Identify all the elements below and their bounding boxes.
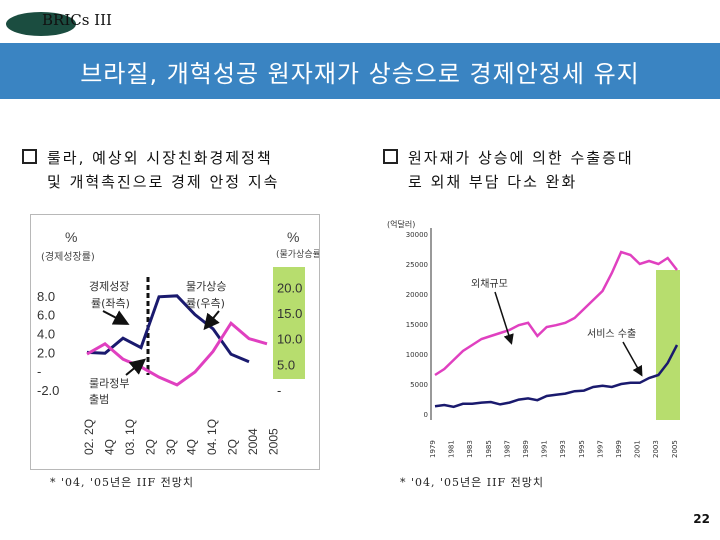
right-axis-label: (물가상승률)	[276, 249, 319, 260]
lula-arrow	[125, 358, 147, 376]
logo: BRICs III	[6, 6, 136, 40]
x-tick-label: 2005	[267, 428, 281, 455]
growth-arrow	[102, 310, 130, 325]
y-tick-label: 5000	[410, 381, 428, 389]
x-tick-label: 1985	[485, 440, 493, 458]
bullet-right-line1: 원자재가 상승에 의한 수출증대	[408, 149, 634, 167]
left-axis-label: (경제성장률)	[41, 250, 95, 263]
x-tick-label: 4Q	[103, 439, 117, 455]
price-series-line	[86, 320, 268, 387]
external-debt-chart: (억달러) 30000 25000 20000 15000 10000 5000 0 외채규…	[385, 214, 685, 460]
forecast-highlight	[273, 267, 305, 379]
bullet-right: 원자재가 상승에 의한 수출증대 로 외채 부담 다소 완화	[383, 146, 703, 194]
lula-label-2: 출범	[89, 393, 109, 406]
service-series-line	[434, 344, 679, 409]
growth-label-1: 경제성장	[89, 280, 129, 293]
x-tick-label: 3Q	[164, 439, 178, 455]
service-arrow	[622, 341, 643, 377]
x-tick-label: 1999	[615, 440, 623, 458]
right-tick-label: 5.0	[277, 357, 295, 372]
x-tick-label: 1987	[503, 440, 511, 458]
external-debt-svg: (억달러) 30000 25000 20000 15000 10000 5000 0 외채규…	[387, 219, 680, 458]
slide-title: 브라질, 개혁성공 원자재가 상승으로 경제안정세 유지	[80, 59, 640, 88]
right-tick-label: 15.0	[277, 306, 302, 321]
left-unit: %	[65, 229, 77, 245]
x-tick-label: 1983	[466, 440, 474, 458]
x-tick-label: 1993	[559, 440, 567, 458]
x-tick-label: 1989	[522, 440, 530, 458]
x-tick-label: 1981	[448, 440, 456, 458]
y-tick-label: 15000	[406, 321, 428, 329]
left-tick-label: 2.0	[37, 345, 55, 360]
left-tick-label: 4.0	[37, 327, 55, 342]
y-tick-label: 0	[424, 411, 428, 419]
x-tick-label: 4Q	[185, 439, 199, 455]
x-tick-label: 1997	[596, 440, 604, 458]
y-tick-label: 20000	[406, 291, 428, 299]
left-tick-label: 6.0	[37, 308, 55, 323]
price-label-1: 물가상승	[186, 280, 226, 293]
x-tick-label: 02. 2Q	[82, 419, 96, 455]
bullet-right-line2: 로 외채 부담 다소 완화	[408, 173, 578, 191]
x-tick-label: 2004	[246, 428, 260, 455]
note-right: * '04, '05년은 IIF 전망치	[400, 476, 544, 489]
x-tick-label: 1991	[541, 440, 549, 458]
x-tick-label: 04. 1Q	[205, 419, 219, 455]
growth-inflation-svg: % % (경제성장률) (물가상승률) 8.0 6.0 4.0 2.0 - -2.0 20…	[37, 229, 324, 455]
bullet-left-line2: 및 개혁촉진으로 경제 안정 지속	[47, 173, 280, 191]
x-tick-label: 1995	[578, 440, 586, 458]
logo-text: BRICs III	[42, 11, 112, 29]
x-tick-label: 2001	[634, 440, 642, 458]
growth-label-2: 률(좌측)	[91, 297, 130, 310]
bullet-left-line1: 룰라, 예상외 시장친화경제정책	[47, 149, 273, 167]
growth-inflation-chart: % % (경제성장률) (물가상승률) 8.0 6.0 4.0 2.0 - -2.0 20…	[30, 214, 324, 470]
left-tick-label: -2.0	[37, 383, 59, 398]
x-tick-label: 2005	[671, 440, 679, 458]
right-tick-label: 20.0	[277, 280, 302, 295]
right-tick-label: 10.0	[277, 332, 302, 347]
bullet-square-icon	[22, 149, 37, 164]
x-tick-label: 2Q	[144, 439, 158, 455]
bullet-left: 룰라, 예상외 시장친화경제정책 및 개혁촉진으로 경제 안정 지속	[22, 146, 342, 194]
bullet-square-icon	[383, 149, 398, 164]
price-label-2: 률(우측)	[186, 297, 225, 310]
right-unit: %	[287, 229, 299, 245]
x-tick-label: 2Q	[226, 439, 240, 455]
x-tick-label: 1979	[429, 440, 437, 458]
y-tick-label: 10000	[406, 351, 428, 359]
y-tick-label: 25000	[406, 261, 428, 269]
right-chart-unit: (억달러)	[387, 219, 415, 229]
debt-series-line	[434, 250, 678, 377]
y-tick-label: 30000	[406, 231, 428, 239]
right-tick-label: -	[277, 383, 281, 398]
left-tick-label: -	[37, 364, 41, 379]
note-left: * '04, '05년은 IIF 전망치	[50, 476, 194, 489]
debt-arrow	[494, 291, 514, 345]
x-tick-label: 03. 1Q	[123, 419, 137, 455]
logo-mark	[6, 12, 76, 36]
x-tick-label: 2003	[652, 440, 660, 458]
title-banner: 브라질, 개혁성공 원자재가 상승으로 경제안정세 유지	[0, 43, 720, 99]
debt-label: 외채규모	[471, 278, 508, 290]
service-label: 서비스 수출	[587, 328, 636, 340]
price-arrow	[203, 310, 220, 331]
page-number: 22	[693, 512, 710, 526]
lula-label-1: 룰라정부	[89, 377, 129, 390]
left-tick-label: 8.0	[37, 289, 55, 304]
growth-series-line	[86, 294, 250, 364]
